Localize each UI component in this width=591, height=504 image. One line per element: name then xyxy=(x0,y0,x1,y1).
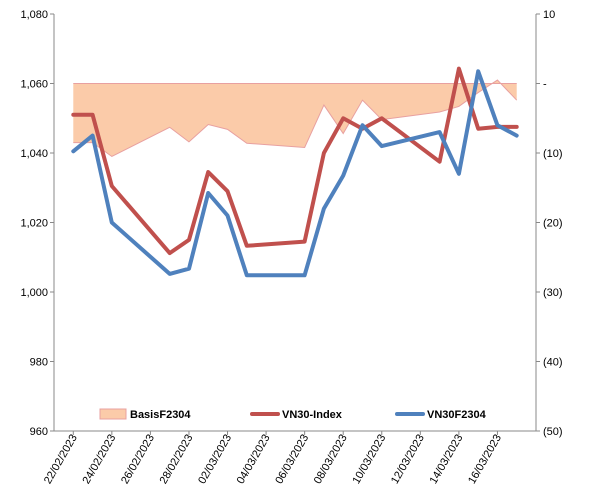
basis-area-edge xyxy=(73,79,518,158)
vn30f2304-line xyxy=(71,69,519,278)
x-tick-label: 26/02/2023 xyxy=(119,433,157,487)
right-tick-label: (30) xyxy=(543,287,563,299)
right-tick-label: (20) xyxy=(543,218,563,230)
right-tick-label: (10) xyxy=(543,148,563,160)
x-tick-label: 04/03/2023 xyxy=(235,433,273,487)
left-tick-label: 1,040 xyxy=(20,148,48,160)
x-tick-label: 16/03/2023 xyxy=(466,433,504,487)
vn30-index-line xyxy=(71,66,519,256)
basis-area xyxy=(73,80,517,157)
right-tick-label: 10 xyxy=(543,9,555,21)
x-tick-label: 10/03/2023 xyxy=(350,433,388,487)
left-tick-label: 1,080 xyxy=(20,9,48,21)
left-tick-label: 1,020 xyxy=(20,218,48,230)
left-tick-label: 1,000 xyxy=(20,287,48,299)
right-tick-label: (50) xyxy=(543,426,563,438)
x-tick-label: 28/02/2023 xyxy=(158,433,196,487)
line-layer xyxy=(71,66,519,278)
right-tick-label: - xyxy=(543,79,547,91)
plot-background xyxy=(54,14,536,431)
x-tick-label: 12/03/2023 xyxy=(389,433,427,487)
x-tick-label: 08/03/2023 xyxy=(312,433,350,487)
x-tick-label: 02/03/2023 xyxy=(196,433,234,487)
right-tick-label: (40) xyxy=(543,357,563,369)
x-tick-label: 22/02/2023 xyxy=(42,433,80,487)
legend-label-basisf2304: BasisF2304 xyxy=(130,409,191,421)
x-tick-label: 06/03/2023 xyxy=(273,433,311,487)
x-axis-ticks: 22/02/2023 24/02/2023 26/02/2023 28/02/2023… xyxy=(42,431,504,486)
left-tick-label: 960 xyxy=(30,426,48,438)
basis-area-layer xyxy=(73,79,518,158)
left-tick-label: 980 xyxy=(30,357,48,369)
x-tick-label: 14/03/2023 xyxy=(428,433,466,487)
left-tick-label: 1,060 xyxy=(20,79,48,91)
legend-swatch-basisf2304 xyxy=(99,408,127,420)
plot-area xyxy=(54,14,536,431)
legend-label-vn30-index: VN30-Index xyxy=(282,409,343,421)
left-axis-ticks: 960 980 1,000 1,020 1,040 1,060 1,080 xyxy=(20,9,54,438)
legend-label-vn30f2304: VN30F2304 xyxy=(427,409,487,421)
legend: BasisF2304 VN30-Index VN30F2304 xyxy=(99,408,487,421)
x-tick-label: 24/02/2023 xyxy=(81,433,119,487)
right-axis-ticks: (50) (40) (30) (20) (10) - 10 xyxy=(536,9,563,438)
